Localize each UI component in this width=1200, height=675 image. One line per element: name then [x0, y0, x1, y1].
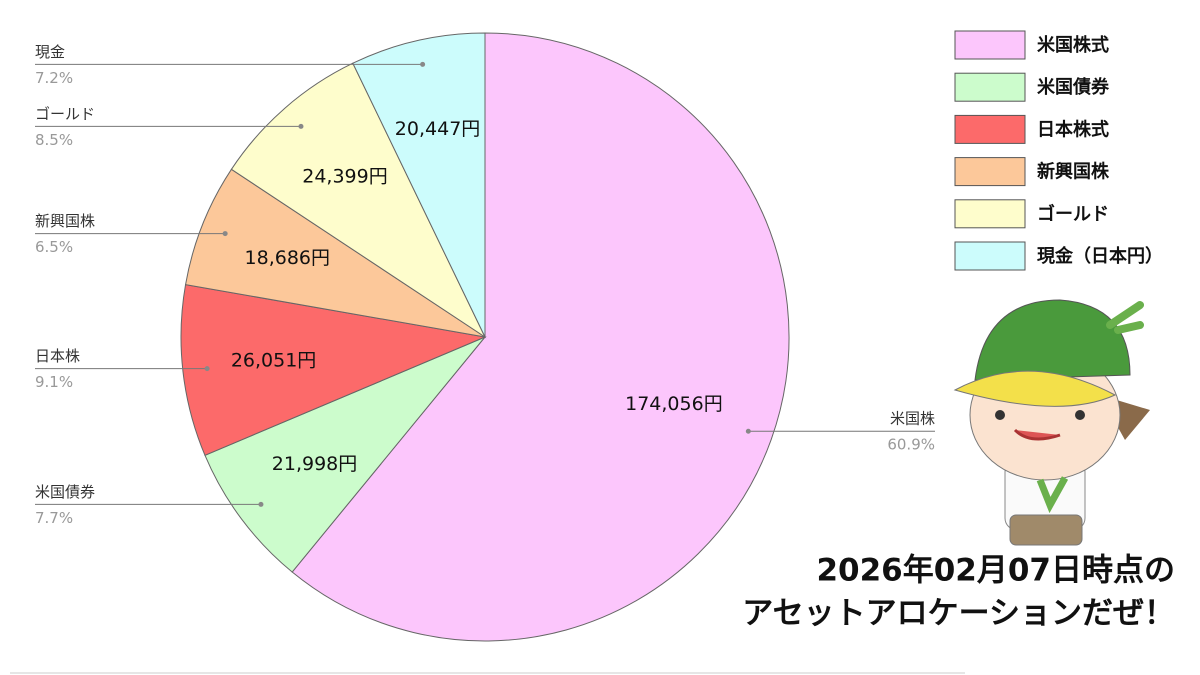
slice-value-label: 24,399円: [302, 165, 387, 187]
callout-label: 米国債券: [35, 483, 95, 501]
callout-dot: [204, 366, 210, 372]
legend-swatch: [954, 157, 1026, 187]
legend-swatch: [954, 241, 1026, 271]
legend-label: 日本株式: [1037, 118, 1109, 140]
callout-share: 9.1%: [35, 373, 73, 391]
callout-dot: [222, 231, 228, 237]
pie-slice: [352, 32, 486, 338]
mascot: [953, 299, 1150, 546]
legend-swatch: [954, 199, 1026, 229]
callout-dot: [745, 428, 751, 434]
legend-swatch: [954, 72, 1026, 102]
callout-label: ゴールド: [35, 105, 95, 123]
callout-label: 現金: [35, 43, 65, 61]
callout-dot: [298, 123, 304, 129]
slice-value-label: 26,051円: [231, 350, 316, 372]
slice-value-label: 174,056円: [625, 393, 723, 415]
slice-value-label: 21,998円: [272, 453, 357, 475]
slice-value-label: 18,686円: [245, 247, 330, 269]
callout-share: 7.2%: [35, 69, 73, 87]
callout-share: 6.5%: [35, 238, 73, 256]
callout-share: 7.7%: [35, 509, 73, 527]
callout-label: 新興国株: [35, 212, 95, 230]
annotation: アセットアロケーションだぜ！: [742, 596, 1175, 632]
legend-label: 新興国株: [1037, 161, 1110, 183]
callout-label: 日本株: [35, 347, 80, 365]
legend-label: 米国株式: [1037, 34, 1109, 56]
legend-swatch: [954, 114, 1026, 144]
legend-label: ゴールド: [1037, 203, 1109, 225]
legend-label: 米国債券: [1037, 76, 1110, 98]
callout-dot: [420, 61, 426, 67]
callout-share: 8.5%: [35, 131, 73, 149]
legend-label: 現金（日本円）: [1037, 245, 1163, 267]
pie-slice: [184, 168, 486, 338]
annotation: 2026年02月07日時点の: [816, 553, 1175, 589]
callout-dot: [258, 501, 264, 507]
legend-swatch: [954, 30, 1026, 60]
callout-label: 米国株: [890, 410, 935, 428]
pie: [180, 32, 790, 642]
pie-slice: [230, 62, 487, 339]
callout-share: 60.9%: [887, 436, 935, 454]
slice-value-label: 20,447円: [395, 118, 480, 140]
pie-slice: [180, 284, 487, 456]
pie-slice: [291, 32, 790, 642]
pie-slice: [204, 336, 486, 573]
